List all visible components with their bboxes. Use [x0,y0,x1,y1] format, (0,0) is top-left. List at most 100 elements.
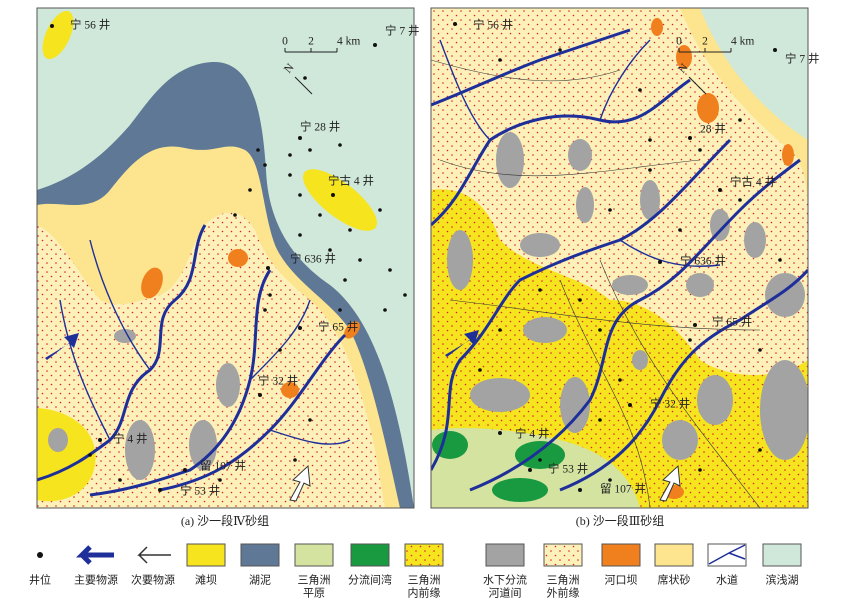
well-dot [693,323,697,327]
legend-label: 平原 [303,588,325,600]
well-dot [778,258,782,262]
legend-swatch [762,543,802,567]
well-dot [528,468,532,472]
well-dot [98,438,102,442]
well-dot [598,328,602,332]
caption: (b) 沙一段Ⅲ砂组 [576,513,665,528]
scale-label: 2 [308,36,314,48]
map-a [37,8,414,508]
well-dot [758,448,762,452]
well-dot [218,478,222,482]
scale-label: 2 [702,36,708,48]
well-dot [343,278,347,282]
scale-bar [678,48,732,53]
well-dot [298,233,302,237]
well-dot [266,266,270,270]
well-label: 宁 65 井 [712,315,752,329]
well-label: 宁 636 井 [290,252,336,266]
legend-swatch [708,544,746,565]
outer-front [37,212,385,508]
well-dot [698,468,702,472]
interdistributary-bay [432,431,565,502]
legend-swatch [137,546,171,564]
main-source [445,330,479,357]
well-dot [403,293,407,297]
well-label: 28 井 [700,122,726,136]
well-dot [558,48,562,52]
well-dot [158,488,162,492]
well-dot [658,260,662,264]
well-dot [758,348,762,352]
well-dot [263,163,267,167]
well-dot [338,143,342,147]
well-dot [718,188,722,192]
scale-label: 4 km [731,36,754,48]
legend-swatch [350,543,390,567]
interchannel [447,132,808,460]
well-label: 宁 53 井 [180,484,220,498]
inner-front [431,189,808,508]
well-dot [738,198,742,202]
well-label: 宁 4 井 [515,427,550,441]
north-arrow [294,76,313,95]
legend-label: 水下分流 [483,573,527,587]
well-label: 宁 53 井 [548,462,588,476]
well-dot [263,308,267,312]
legend-label: 分流间湾 [348,573,392,587]
well-dot [773,48,777,52]
minor-source [289,464,311,502]
interchannel [48,329,240,480]
legend-label: 三角洲 [298,574,331,587]
well-dot [328,248,332,252]
legend-label: 滩坝 [195,573,217,587]
well-dot [288,173,292,177]
well-dot [608,208,612,212]
channels [37,224,351,497]
legend-label: 水道 [716,573,738,587]
well-dot [298,326,302,330]
well-dot [233,213,237,217]
well-label: 宁 32 井 [650,397,690,411]
mouth-bars [141,249,360,398]
well-label: 宁 4 井 [113,432,148,446]
well-label: 留 107 井 [600,482,646,496]
legend-label: 次要物源 [131,573,175,587]
well-label: 宁 56 井 [70,18,110,32]
well-dot [453,22,457,26]
legend-swatch [543,543,583,567]
well-dot [338,308,342,312]
well-dot [348,228,352,232]
legend-swatch [485,543,525,567]
legend-swatch [404,543,444,567]
minor-source [659,464,681,502]
well-dot [598,418,602,422]
well-dot [378,208,382,212]
scale-label: 0 [282,36,288,48]
legend-swatch [75,545,114,565]
well-dot [648,138,652,142]
well-label: 宁古 4 井 [730,175,776,189]
well-dot [331,193,335,197]
well-label: 宁 636 井 [680,254,726,268]
well-dot [478,368,482,372]
well-dot [383,308,387,312]
well-dot [373,43,377,47]
well-dot [688,136,692,140]
legend-label: 主要物源 [74,573,118,587]
scale-label: 0 [676,36,682,48]
scale-bar [284,48,338,53]
legend-swatch [654,543,694,567]
well-dot [293,458,297,462]
legend-label: 三角洲 [408,574,441,587]
well-dot [268,293,272,297]
legend-label: 三角洲 [547,574,580,587]
mouth-bars [651,18,794,499]
legend-label: 滨浅湖 [766,573,799,587]
well-dot [308,148,312,152]
well-label: 宁 32 井 [258,374,298,388]
well-dot [538,458,542,462]
caption: (a) 沙一段Ⅳ砂组 [181,513,269,528]
legend-swatch [240,543,280,567]
beach-bar [303,169,377,231]
